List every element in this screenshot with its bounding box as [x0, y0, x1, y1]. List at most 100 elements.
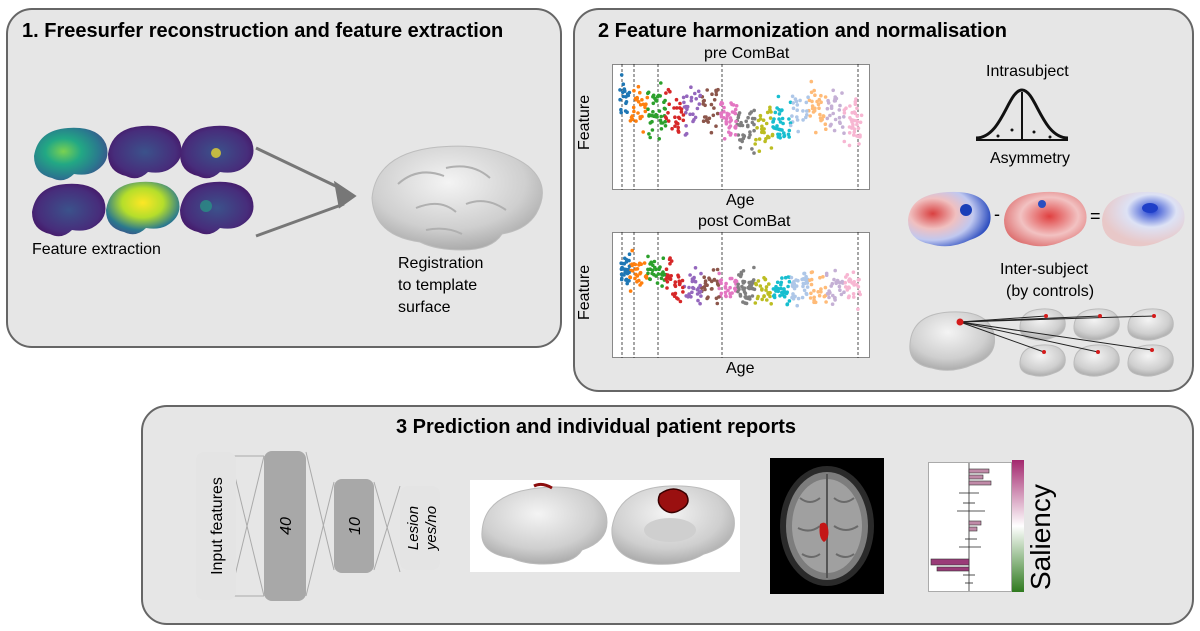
- scatter-point: [757, 149, 762, 153]
- scatter-point: [655, 281, 660, 285]
- scatter-point: [781, 121, 785, 126]
- scatter-point: [724, 117, 729, 121]
- scatter-point: [734, 104, 739, 108]
- scatter-point: [634, 119, 638, 123]
- scatter-point: [788, 123, 793, 128]
- scatter-point: [638, 270, 643, 275]
- scatter-point: [777, 112, 782, 116]
- scatter-point: [662, 100, 666, 104]
- asymmetry-brain-left: [908, 191, 991, 247]
- scatter-point: [633, 262, 638, 267]
- scatter-point: [736, 289, 740, 294]
- scatter-point: [671, 292, 675, 296]
- scatter-point: [647, 132, 651, 136]
- scatter-point: [804, 100, 809, 105]
- template-surface-brain: [371, 145, 543, 251]
- scatter-point: [714, 124, 718, 128]
- scatter-point: [779, 108, 783, 113]
- scatter-point: [681, 285, 685, 290]
- scatter-point: [630, 269, 635, 273]
- scatter-point: [828, 124, 833, 128]
- scatter-point: [689, 85, 693, 89]
- brain-feature-map-1: [34, 127, 108, 181]
- scatter-point: [852, 133, 856, 137]
- scatter-point: [705, 296, 709, 301]
- scatter-point: [743, 295, 747, 299]
- asymmetry-brain-result: [1102, 191, 1185, 247]
- scatter-point: [631, 105, 636, 110]
- scatter-point: [698, 301, 702, 306]
- scatter-point: [858, 120, 863, 125]
- scatter-point: [833, 95, 837, 99]
- scatter-point: [782, 294, 787, 299]
- scatter-point: [673, 124, 677, 128]
- scatter-point: [630, 114, 635, 118]
- scatter-point: [778, 294, 782, 298]
- scatter-point: [637, 261, 642, 266]
- scatter-point: [795, 108, 799, 112]
- scatter-point: [845, 273, 850, 277]
- panel2-title: 2 Feature harmonization and normalisatio…: [598, 20, 1007, 42]
- lesion-cluster: [657, 488, 689, 514]
- scatter-point: [848, 116, 852, 120]
- brain-feature-map-6: [180, 181, 254, 235]
- scatter-point: [823, 122, 828, 126]
- scatter-point: [842, 115, 846, 119]
- scatter-point: [766, 134, 770, 139]
- scatter-point: [666, 119, 671, 123]
- scatter-point: [696, 89, 701, 94]
- scatter-point: [758, 284, 763, 288]
- scatter-point: [727, 130, 731, 134]
- minus-sign: -: [994, 204, 1000, 224]
- scatter-point: [795, 303, 799, 308]
- scatter-point: [676, 297, 680, 301]
- intersubject-label-line1: Inter-subject: [1000, 261, 1089, 278]
- scatter-point: [780, 128, 784, 132]
- scatter-point: [786, 132, 791, 137]
- scatter-point: [703, 279, 708, 283]
- scatter-point: [621, 82, 626, 86]
- scatter-point: [833, 98, 838, 103]
- scatter-point: [750, 281, 755, 285]
- scatter-point: [801, 118, 805, 122]
- post-combat-xlabel: Age: [726, 360, 755, 377]
- scatter-point: [817, 293, 822, 298]
- scatter-point: [674, 97, 679, 102]
- scatter-point: [829, 104, 834, 108]
- scatter-point: [752, 128, 756, 133]
- scatter-point: [756, 118, 761, 123]
- panel1-graphics: [32, 125, 543, 251]
- lesion-prediction-brains: [470, 480, 740, 572]
- scatter-point: [842, 139, 847, 144]
- scatter-point: [711, 268, 716, 272]
- scatter-point: [801, 277, 806, 281]
- scatter-point: [643, 109, 648, 114]
- scatter-point: [832, 128, 837, 133]
- scatter-point: [684, 131, 689, 136]
- scatter-point: [698, 290, 702, 294]
- scatter-point: [663, 107, 667, 111]
- scatter-point: [828, 113, 832, 118]
- scatter-point: [685, 94, 689, 98]
- scatter-point: [727, 126, 731, 130]
- scatter-point: [752, 151, 756, 155]
- scatter-point: [769, 302, 773, 306]
- scatter-point: [775, 106, 779, 110]
- scatter-point: [798, 98, 802, 103]
- scatter-point: [765, 298, 769, 302]
- scatter-point: [705, 88, 709, 92]
- scatter-point: [704, 115, 708, 119]
- scatter-point: [638, 115, 642, 119]
- scatter-point: [837, 115, 842, 120]
- scatter-point: [791, 101, 795, 105]
- scatter-point: [856, 126, 861, 131]
- scatter-point: [622, 87, 627, 91]
- scatter-point: [802, 288, 807, 293]
- scatter-point: [829, 284, 833, 288]
- scatter-point: [805, 285, 810, 289]
- registration-label-line3: surface: [398, 299, 451, 316]
- scatter-point: [816, 102, 821, 107]
- post-combat-ylabel: Feature: [576, 264, 593, 320]
- scatter-point: [753, 142, 757, 146]
- scatter-point: [679, 107, 684, 111]
